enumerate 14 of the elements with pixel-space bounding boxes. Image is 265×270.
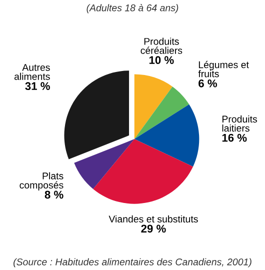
data-label: 10 % xyxy=(149,56,174,64)
data-label: 29 % xyxy=(141,224,166,233)
data-label: 16 % xyxy=(222,134,247,142)
slice-label: Produits céréaliers xyxy=(140,38,182,54)
slice-label: Produits laitiers xyxy=(222,115,258,132)
chart-title: (Adultes 18 à 64 ans) xyxy=(86,4,178,14)
slice-label: Plats composés xyxy=(20,172,64,190)
data-label: 8 % xyxy=(44,190,64,199)
slice-label: Autres aliments xyxy=(14,64,50,80)
data-label: 6 % xyxy=(198,79,218,88)
slice-label: Viandes et substituts xyxy=(108,215,198,222)
data-label: 31 % xyxy=(25,82,50,90)
text: (Source : Habitudes alimentaires des Canadiens, 2001) xyxy=(14,258,252,268)
slice-label: Légumes et fruits xyxy=(198,60,249,78)
